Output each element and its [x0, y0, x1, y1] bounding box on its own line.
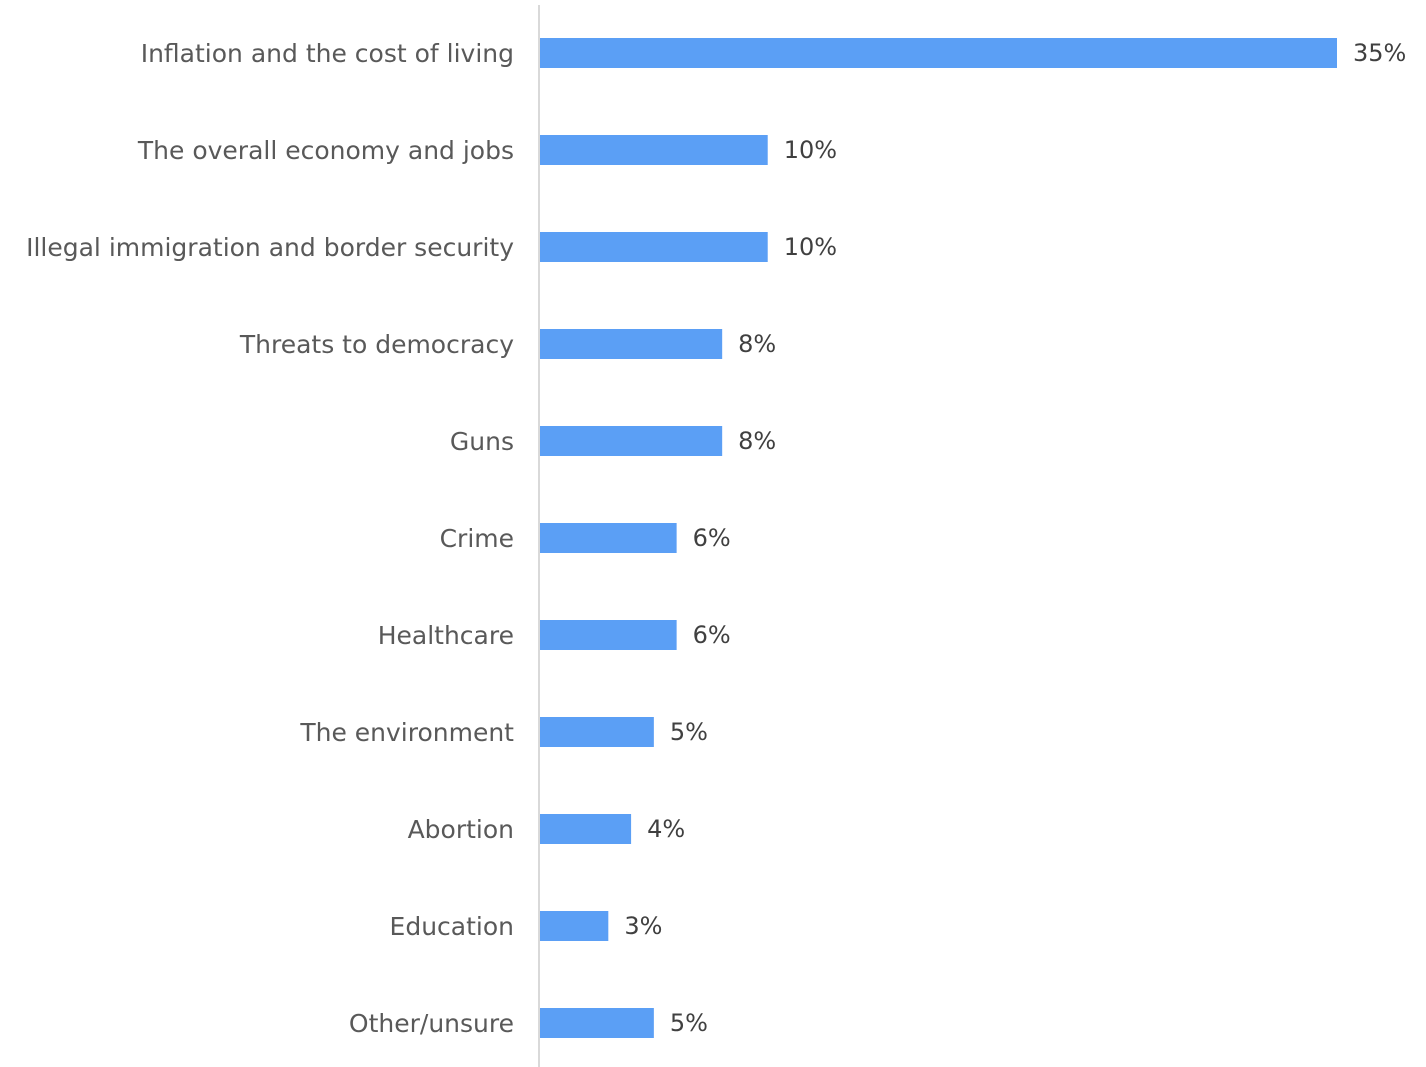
value-label: 10%	[784, 136, 837, 164]
value-label: 8%	[738, 427, 776, 455]
value-label: 4%	[647, 815, 685, 843]
category-labels-group: Inflation and the cost of living The over…	[26, 39, 514, 1038]
bar	[540, 38, 1337, 68]
bars-group	[540, 38, 1337, 1038]
bar	[540, 814, 632, 844]
category-label: The overall economy and jobs	[137, 136, 514, 165]
category-label: Guns	[450, 427, 514, 456]
category-label: Illegal immigration and border security	[26, 233, 514, 262]
category-label: The environment	[299, 718, 514, 747]
category-label: Other/unsure	[349, 1009, 514, 1038]
category-label: Healthcare	[378, 621, 514, 650]
category-label: Inflation and the cost of living	[141, 39, 514, 68]
value-label: 6%	[693, 621, 731, 649]
value-label: 10%	[784, 233, 837, 261]
bar	[540, 135, 768, 165]
bar	[540, 1008, 654, 1038]
bar	[540, 329, 723, 359]
value-label: 3%	[624, 912, 662, 940]
category-label: Abortion	[408, 815, 514, 844]
bar	[540, 426, 723, 456]
value-label: 6%	[693, 524, 731, 552]
value-label: 8%	[738, 330, 776, 358]
bar	[540, 911, 609, 941]
value-label: 5%	[670, 1009, 708, 1037]
bar	[540, 620, 677, 650]
category-label: Education	[390, 912, 514, 941]
value-label: 5%	[670, 718, 708, 746]
category-label: Threats to democracy	[239, 330, 514, 359]
bar	[540, 717, 654, 747]
bar	[540, 523, 677, 553]
bar	[540, 232, 768, 262]
value-label: 35%	[1353, 39, 1406, 67]
category-label: Crime	[440, 524, 514, 553]
value-labels-group: 35% 10% 10% 8% 8% 6% 6% 5% 4% 3% 5%	[624, 39, 1406, 1037]
